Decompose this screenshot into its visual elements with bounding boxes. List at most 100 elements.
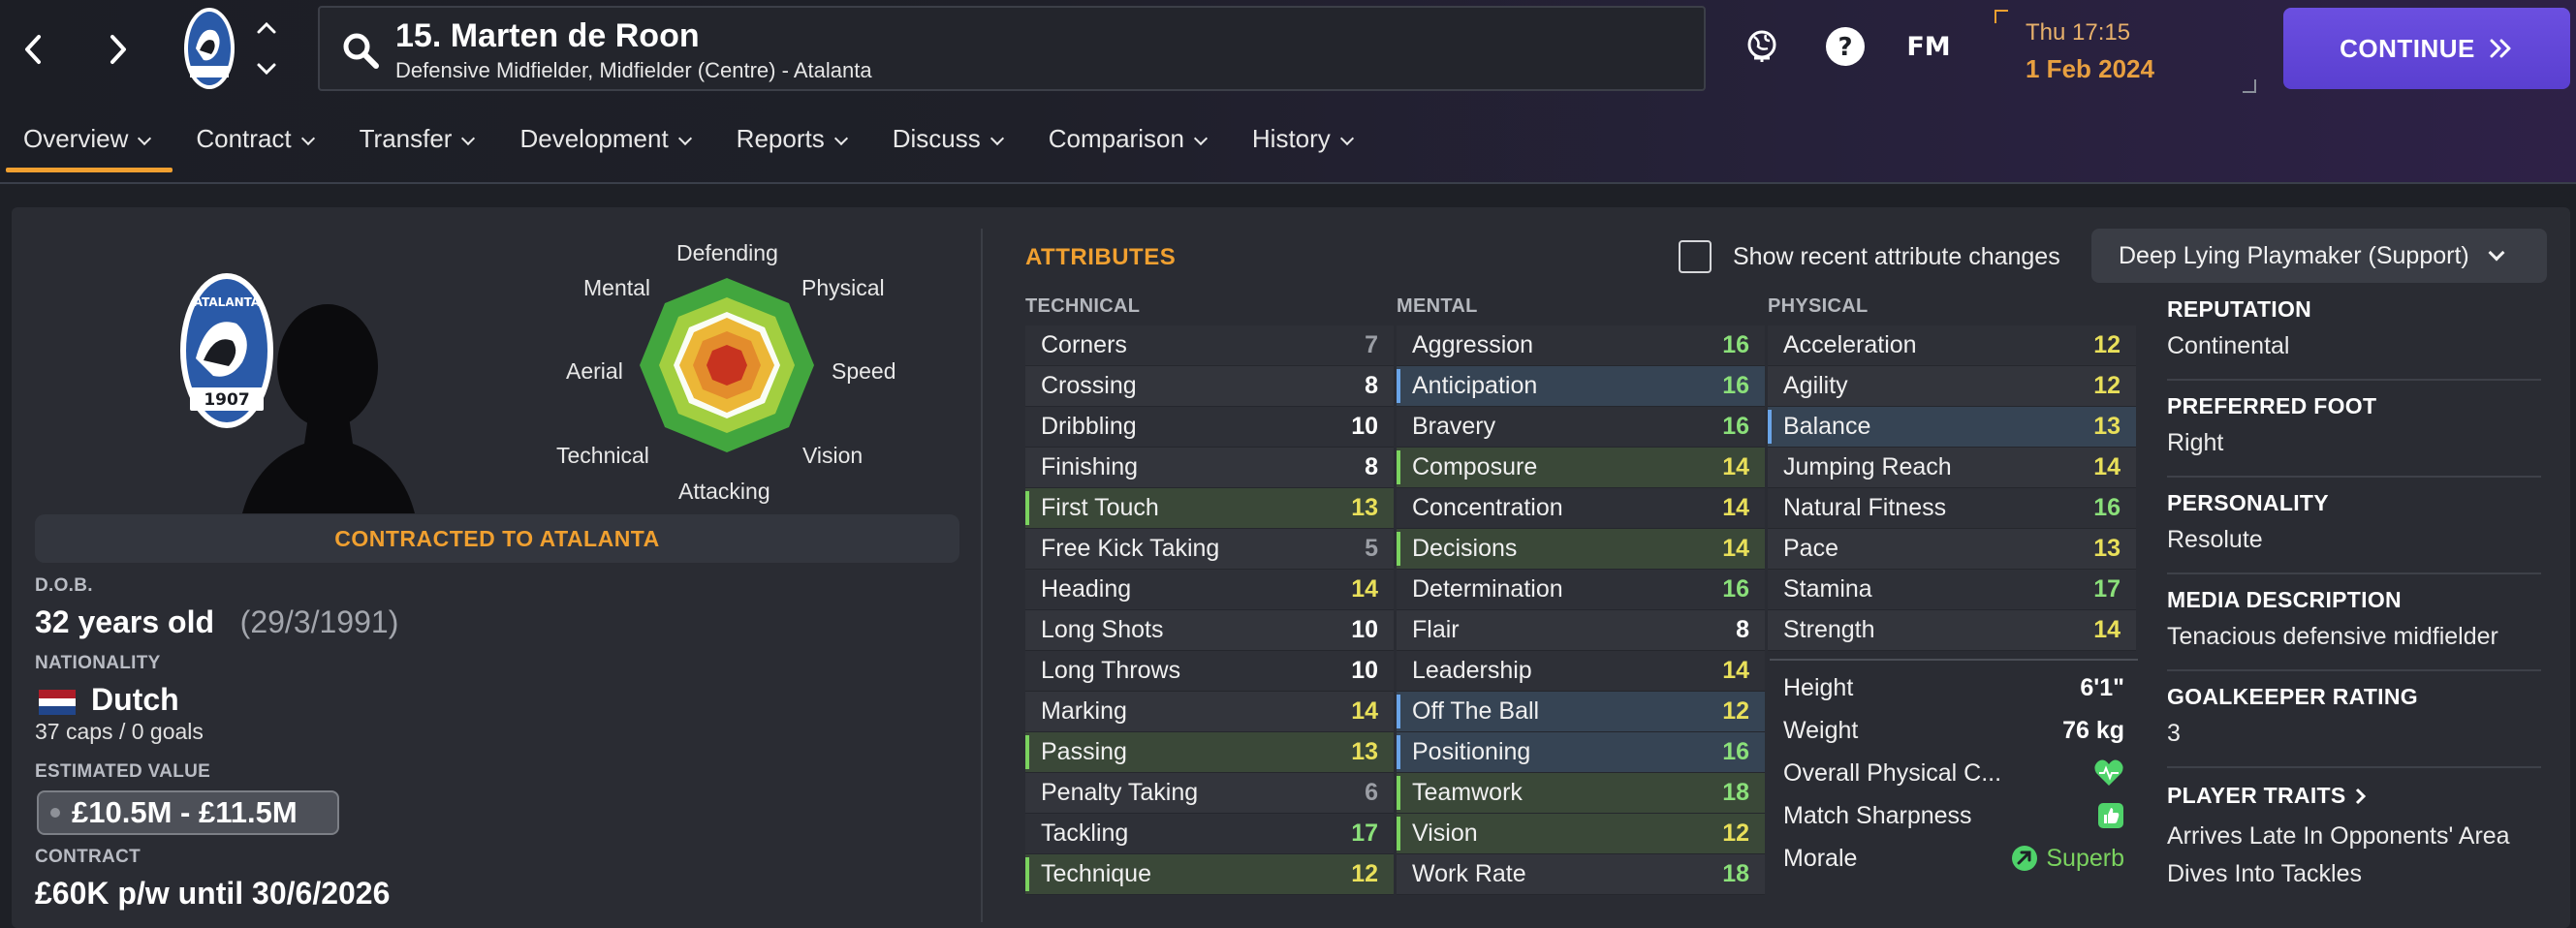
show-changes-label[interactable]: Show recent attribute changes [1733, 243, 2060, 270]
game-date[interactable]: Thu 17:15 1 Feb 2024 [1995, 10, 2256, 93]
attribute-row-teamwork[interactable]: Teamwork 18 [1397, 773, 1765, 814]
attribute-row-passing[interactable]: Passing 13 [1025, 732, 1394, 773]
tab-label: Development [519, 124, 669, 153]
attribute-value: 14 [1351, 575, 1378, 603]
radar-label-vision: Vision [802, 443, 864, 468]
tab-transfer[interactable]: Transfer [336, 114, 497, 170]
attribute-name: Technique [1041, 860, 1151, 887]
chevron-down-icon [833, 131, 848, 146]
overall-physical-row[interactable]: Overall Physical C... [1783, 756, 2124, 790]
tab-contract[interactable]: Contract [173, 114, 335, 170]
attribute-row-aggression[interactable]: Aggression 16 [1397, 325, 1765, 366]
role-dropdown[interactable]: Deep Lying Playmaker (Support) [2091, 229, 2547, 283]
attribute-row-first-touch[interactable]: First Touch 13 [1025, 488, 1394, 529]
attribute-row-vision[interactable]: Vision 12 [1397, 814, 1765, 854]
height-label: Height [1783, 673, 1854, 701]
attribute-row-jumping-reach[interactable]: Jumping Reach 14 [1768, 448, 2136, 488]
attribute-value: 12 [1722, 820, 1749, 847]
tab-label: Reports [736, 124, 825, 153]
attribute-value: 13 [1351, 494, 1378, 521]
attribute-row-positioning[interactable]: Positioning 16 [1397, 732, 1765, 773]
attribute-row-technique[interactable]: Technique 12 [1025, 854, 1394, 895]
player-switcher[interactable] [252, 21, 281, 76]
weight-value: 76 kg [2062, 716, 2124, 744]
attribute-row-pace[interactable]: Pace 13 [1768, 529, 2136, 570]
attribute-row-strength[interactable]: Strength 14 [1768, 610, 2136, 651]
attribute-row-flair[interactable]: Flair 8 [1397, 610, 1765, 651]
attribute-name: Finishing [1041, 453, 1139, 480]
attribute-row-dribbling[interactable]: Dribbling 10 [1025, 407, 1394, 448]
attribute-row-work-rate[interactable]: Work Rate 18 [1397, 854, 1765, 895]
attribute-row-free-kick-taking[interactable]: Free Kick Taking 5 [1025, 529, 1394, 570]
attribute-value: 16 [1722, 575, 1749, 603]
attribute-row-penalty-taking[interactable]: Penalty Taking 6 [1025, 773, 1394, 814]
attribute-row-agility[interactable]: Agility 12 [1768, 366, 2136, 407]
svg-text:?: ? [1838, 33, 1852, 62]
chevron-down-icon [138, 131, 152, 146]
club-crest-icon[interactable] [182, 6, 236, 91]
show-changes-checkbox[interactable] [1679, 240, 1712, 273]
match-sharpness-row[interactable]: Match Sharpness [1783, 798, 2124, 833]
tab-development[interactable]: Development [496, 114, 712, 170]
search-icon[interactable] [339, 29, 382, 72]
attribute-row-natural-fitness[interactable]: Natural Fitness 16 [1768, 488, 2136, 529]
attribute-row-tackling[interactable]: Tackling 17 [1025, 814, 1394, 854]
up-chevron-icon[interactable] [256, 21, 277, 35]
attribute-row-bravery[interactable]: Bravery 16 [1397, 407, 1765, 448]
attribute-value: 14 [1722, 657, 1749, 684]
physical-attributes: Acceleration 12 Agility 12 Balance 13 Jumping … [1768, 325, 2136, 651]
attribute-row-acceleration[interactable]: Acceleration 12 [1768, 325, 2136, 366]
attribute-row-composure[interactable]: Composure 14 [1397, 448, 1765, 488]
attribute-name: Composure [1412, 453, 1538, 480]
attribute-row-decisions[interactable]: Decisions 14 [1397, 529, 1765, 570]
forward-button[interactable] [97, 25, 140, 74]
player-search-box[interactable]: 15. Marten de Roon Defensive Midfielder,… [318, 6, 1706, 91]
world-button[interactable] [1739, 23, 1785, 70]
attribute-row-concentration[interactable]: Concentration 14 [1397, 488, 1765, 529]
attribute-row-heading[interactable]: Heading 14 [1025, 570, 1394, 610]
player-traits-link[interactable]: PLAYER TRAITS [2167, 783, 2555, 809]
trait-item: Dives Into Tackles [2167, 860, 2363, 887]
tab-comparison[interactable]: Comparison [1025, 114, 1229, 170]
reputation-value: Continental [2167, 332, 2290, 359]
tab-history[interactable]: History [1229, 114, 1375, 170]
attribute-value: 8 [1365, 453, 1378, 480]
attribute-row-determination[interactable]: Determination 16 [1397, 570, 1765, 610]
attribute-row-balance[interactable]: Balance 13 [1768, 407, 2136, 448]
attribute-row-long-throws[interactable]: Long Throws 10 [1025, 651, 1394, 692]
physical-separator [1770, 659, 2138, 661]
forward-arrow-icon [110, 35, 126, 64]
attribute-name: Long Throws [1041, 657, 1181, 684]
help-button[interactable]: ? [1822, 23, 1869, 70]
morale-row[interactable]: Morale Superb [1783, 841, 2124, 876]
back-button[interactable] [12, 25, 54, 74]
attribute-row-crossing[interactable]: Crossing 8 [1025, 366, 1394, 407]
attribute-value: 12 [1722, 697, 1749, 725]
attribute-row-anticipation[interactable]: Anticipation 16 [1397, 366, 1765, 407]
chevron-down-icon [990, 131, 1004, 146]
continue-button[interactable]: CONTINUE [2283, 8, 2570, 89]
chevron-down-icon [300, 131, 315, 146]
info-separator [2167, 379, 2541, 381]
attribute-row-corners[interactable]: Corners 7 [1025, 325, 1394, 366]
tab-overview[interactable]: Overview [0, 114, 173, 172]
down-chevron-icon[interactable] [256, 62, 277, 76]
radar-chart [640, 278, 814, 452]
nationality-value[interactable]: Dutch [91, 682, 179, 717]
tab-discuss[interactable]: Discuss [869, 114, 1025, 170]
trait-item: Arrives Late In Opponents' Area [2167, 822, 2510, 850]
tab-reports[interactable]: Reports [713, 114, 869, 170]
attribute-value: 12 [2093, 372, 2120, 399]
attribute-row-leadership[interactable]: Leadership 14 [1397, 651, 1765, 692]
attribute-name: Pace [1783, 535, 1838, 562]
attribute-row-marking[interactable]: Marking 14 [1025, 692, 1394, 732]
estimated-value-tag[interactable]: £10.5M - £11.5M [37, 790, 339, 835]
attribute-row-off-the-ball[interactable]: Off The Ball 12 [1397, 692, 1765, 732]
attribute-row-finishing[interactable]: Finishing 8 [1025, 448, 1394, 488]
personality-value: Resolute [2167, 526, 2263, 553]
attribute-row-stamina[interactable]: Stamina 17 [1768, 570, 2136, 610]
fm-menu-button[interactable]: FM [1905, 23, 1952, 70]
attribute-row-long-shots[interactable]: Long Shots 10 [1025, 610, 1394, 651]
attribute-value: 16 [1722, 372, 1749, 399]
attribute-value: 14 [1351, 697, 1378, 725]
